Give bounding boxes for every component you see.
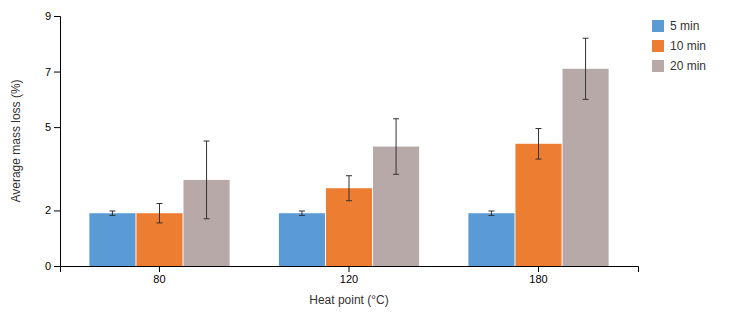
error-bar — [488, 211, 494, 215]
chart-svg: 0 2 5 7 9 80 120 180 Heat point (°C) Average mass… — [0, 0, 738, 314]
tick-mark — [349, 266, 350, 272]
bar — [279, 213, 325, 266]
y-tick: 7 — [45, 66, 60, 78]
tick-label: 2 — [45, 204, 51, 216]
tick-mark — [54, 16, 60, 17]
y-axis-title: Average mass loss (%) — [9, 79, 23, 202]
legend-label: 5 min — [670, 19, 699, 33]
error-bar — [583, 38, 589, 99]
x-tick: 120 — [340, 266, 358, 285]
tick-label: 5 — [45, 121, 51, 133]
error-bar — [346, 176, 352, 201]
y-tick: 0 — [45, 260, 60, 272]
legend-label: 10 min — [670, 39, 706, 53]
bar — [515, 144, 561, 266]
chart-container: 0 2 5 7 9 80 120 180 Heat point (°C) Average mass… — [0, 0, 738, 314]
tick-label: 9 — [45, 10, 51, 22]
legend-swatch — [652, 20, 664, 32]
bar-series — [136, 129, 561, 267]
error-bar — [109, 211, 115, 215]
tick-mark — [54, 210, 60, 211]
tick-mark — [54, 72, 60, 73]
tick-label: 7 — [45, 66, 51, 78]
axis-line — [61, 267, 639, 273]
legend-item: 10 min — [652, 39, 706, 53]
tick-mark — [54, 266, 60, 267]
bar — [89, 213, 135, 266]
error-bar — [536, 129, 542, 160]
tick-mark — [159, 266, 160, 272]
y-tick: 2 — [45, 204, 60, 216]
legend-swatch — [652, 60, 664, 72]
legend-item: 5 min — [652, 19, 699, 33]
legend-label: 20 min — [670, 59, 706, 73]
x-axis: 80 120 180 — [61, 266, 639, 285]
error-bar — [156, 204, 162, 223]
marks — [89, 38, 608, 266]
y-axis: 0 2 5 7 9 — [45, 10, 61, 272]
y-tick: 9 — [45, 10, 60, 22]
bar — [468, 213, 514, 266]
axis-line — [54, 17, 61, 267]
legend: 5 min 10 min 20 min — [652, 19, 706, 73]
tick-label: 0 — [45, 260, 51, 272]
tick-label: 180 — [529, 273, 547, 285]
x-tick: 180 — [529, 266, 547, 285]
x-tick: 80 — [153, 266, 165, 285]
x-axis-title: Heat point (°C) — [309, 293, 389, 307]
tick-label: 80 — [153, 273, 165, 285]
bar-series — [89, 211, 514, 266]
legend-item: 20 min — [652, 59, 706, 73]
tick-label: 120 — [340, 273, 358, 285]
bar-series — [183, 38, 608, 266]
plot-root: 0 2 5 7 9 80 120 180 Heat point (°C) Average mass… — [9, 10, 706, 307]
legend-swatch — [652, 40, 664, 52]
tick-mark — [538, 266, 539, 272]
tick-mark — [54, 127, 60, 128]
error-bar — [299, 211, 305, 215]
y-tick: 5 — [45, 121, 60, 133]
error-bar — [204, 141, 210, 219]
error-bar — [393, 119, 399, 175]
